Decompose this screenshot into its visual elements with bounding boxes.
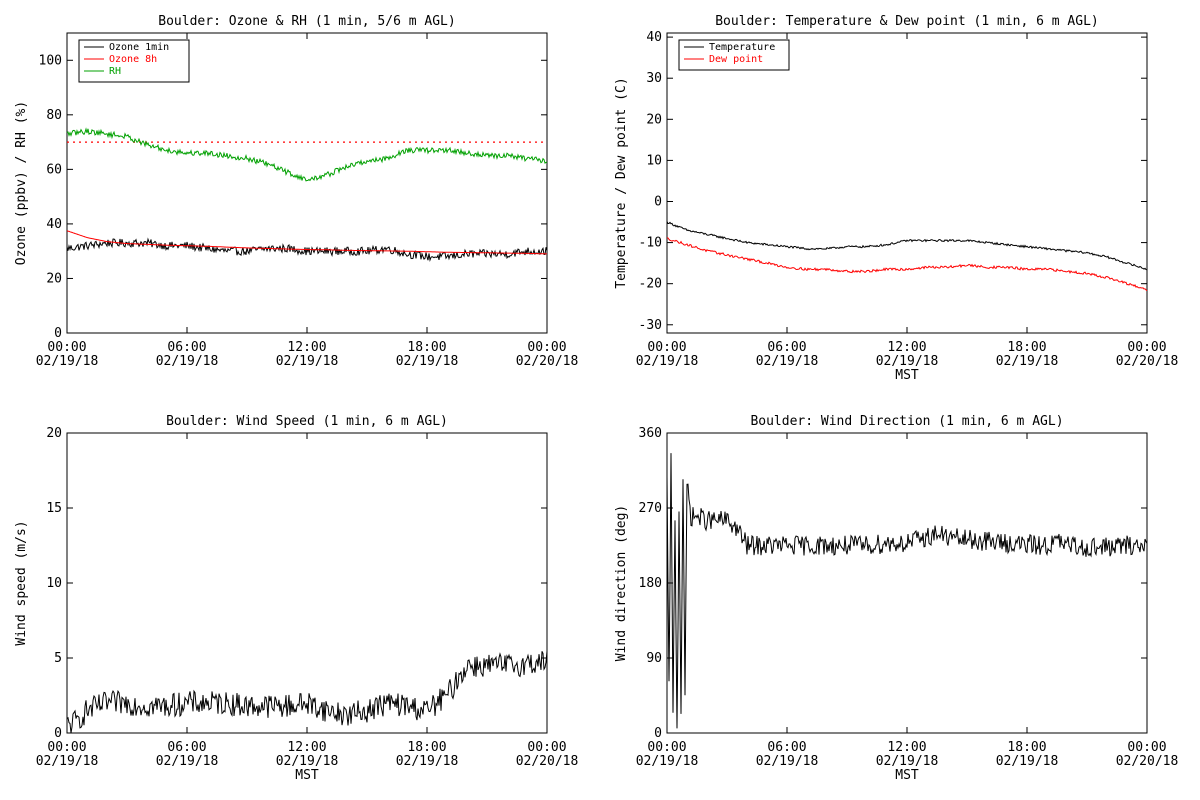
x-tick-date: 02/20/18 — [516, 354, 579, 369]
plot-frame — [666, 32, 1148, 334]
y-tick-label: 40 — [46, 217, 62, 232]
x-tick-time: 12:00 — [887, 740, 926, 755]
y-tick-label: -20 — [639, 277, 662, 292]
chart-title: Boulder: Ozone & RH (1 min, 5/6 m AGL) — [158, 14, 455, 29]
y-axis-label: Wind direction (deg) — [614, 505, 629, 662]
x-tick-date: 02/19/18 — [636, 754, 699, 769]
legend-label: Temperature — [709, 42, 775, 53]
x-tick-date: 02/19/18 — [996, 354, 1059, 369]
x-tick-time: 18:00 — [1007, 340, 1046, 355]
y-tick-label: 5 — [54, 651, 62, 666]
y-tick-label: 30 — [646, 71, 662, 86]
x-tick-time: 06:00 — [767, 340, 806, 355]
chart-temp_dew: Boulder: Temperature & Dew point (1 min,… — [614, 14, 1178, 383]
legend-label: Ozone 8h — [109, 54, 157, 65]
legend-box — [678, 39, 790, 71]
y-tick-label: 360 — [639, 426, 662, 441]
chart-wind_speed: Boulder: Wind Speed (1 min, 6 m AGL) 0 5 10… — [14, 414, 578, 783]
legend-label: RH — [109, 66, 121, 77]
plot-frame — [66, 432, 548, 734]
x-tick-time: 00:00 — [647, 740, 686, 755]
x-tick-time: 00:00 — [1127, 740, 1166, 755]
y-axis-label: Wind speed (m/s) — [14, 520, 29, 645]
x-tick-time: 06:00 — [167, 740, 206, 755]
chart-title: Boulder: Wind Speed (1 min, 6 m AGL) — [166, 414, 448, 429]
y-axis-label: Temperature / Dew point (C) — [614, 77, 629, 288]
series-line-data — [66, 650, 548, 734]
x-tick-time: 12:00 — [287, 740, 326, 755]
series-line-temperature — [666, 221, 1148, 271]
legend-label: Dew point — [709, 54, 763, 65]
x-tick-date: 02/19/18 — [876, 354, 939, 369]
y-axis-label: Ozone (ppbv) / RH (%) — [14, 101, 29, 265]
x-tick-time: 18:00 — [407, 740, 446, 755]
series-line-rh — [66, 127, 548, 182]
y-tick-label: 100 — [39, 53, 62, 68]
x-tick-date: 02/19/18 — [876, 754, 939, 769]
chart-ozone_rh: Boulder: Ozone & RH (1 min, 5/6 m AGL)02… — [14, 14, 578, 369]
x-tick-date: 02/19/18 — [36, 754, 99, 769]
x-axis-label: MST — [895, 768, 919, 783]
x-tick-date: 02/19/18 — [636, 354, 699, 369]
x-tick-date: 02/19/18 — [396, 754, 459, 769]
x-tick-date: 02/19/18 — [156, 754, 219, 769]
x-tick-date: 02/20/18 — [1116, 354, 1179, 369]
x-tick-time: 00:00 — [47, 340, 86, 355]
y-tick-label: 20 — [46, 426, 62, 441]
y-tick-label: 40 — [646, 30, 662, 45]
y-tick-label: 10 — [646, 153, 662, 168]
x-tick-date: 02/19/18 — [156, 354, 219, 369]
legend-label: Ozone 1min — [109, 42, 169, 53]
y-tick-label: 10 — [46, 576, 62, 591]
x-tick-date: 02/19/18 — [276, 754, 339, 769]
y-tick-label: 90 — [646, 651, 662, 666]
y-tick-label: 0 — [654, 726, 662, 741]
chart-title: Boulder: Wind Direction (1 min, 6 m AGL) — [750, 414, 1063, 429]
x-tick-date: 02/19/18 — [36, 354, 99, 369]
y-tick-label: 180 — [639, 576, 662, 591]
x-tick-time: 06:00 — [767, 740, 806, 755]
x-tick-time: 06:00 — [167, 340, 206, 355]
y-tick-label: 0 — [54, 726, 62, 741]
x-tick-time: 18:00 — [1007, 740, 1046, 755]
x-tick-time: 00:00 — [527, 340, 566, 355]
x-tick-time: 18:00 — [407, 340, 446, 355]
y-tick-label: 270 — [639, 501, 662, 516]
y-tick-label: 20 — [46, 271, 62, 286]
chart-wind_dir: Boulder: Wind Direction (1 min, 6 m AGL)… — [614, 414, 1178, 783]
y-tick-label: 15 — [46, 501, 62, 516]
y-tick-label: 80 — [46, 108, 62, 123]
y-tick-label: 20 — [646, 112, 662, 127]
x-tick-time: 12:00 — [287, 340, 326, 355]
x-tick-time: 00:00 — [527, 740, 566, 755]
y-tick-label: 0 — [54, 326, 62, 341]
x-tick-time: 00:00 — [47, 740, 86, 755]
x-tick-time: 12:00 — [887, 340, 926, 355]
x-tick-date: 02/19/18 — [996, 754, 1059, 769]
x-tick-time: 00:00 — [647, 340, 686, 355]
x-axis-label: MST — [295, 768, 319, 783]
x-tick-date: 02/19/18 — [756, 754, 819, 769]
x-tick-date: 02/19/18 — [396, 354, 459, 369]
y-tick-label: 0 — [654, 194, 662, 209]
y-tick-label: -10 — [639, 236, 662, 251]
chart-title: Boulder: Temperature & Dew point (1 min,… — [715, 14, 1099, 29]
x-tick-date: 02/20/18 — [1116, 754, 1179, 769]
x-axis-label: MST — [895, 368, 919, 383]
series-line-ozone-8h — [66, 230, 547, 255]
x-tick-date: 02/19/18 — [276, 354, 339, 369]
x-tick-date: 02/20/18 — [516, 754, 579, 769]
x-tick-time: 00:00 — [1127, 340, 1166, 355]
series-line-dew-point — [666, 237, 1148, 292]
x-tick-date: 02/19/18 — [756, 354, 819, 369]
y-tick-label: -30 — [639, 318, 662, 333]
plot-frame — [666, 432, 1148, 734]
series-line-data — [666, 453, 1148, 729]
y-tick-label: 60 — [46, 162, 62, 177]
